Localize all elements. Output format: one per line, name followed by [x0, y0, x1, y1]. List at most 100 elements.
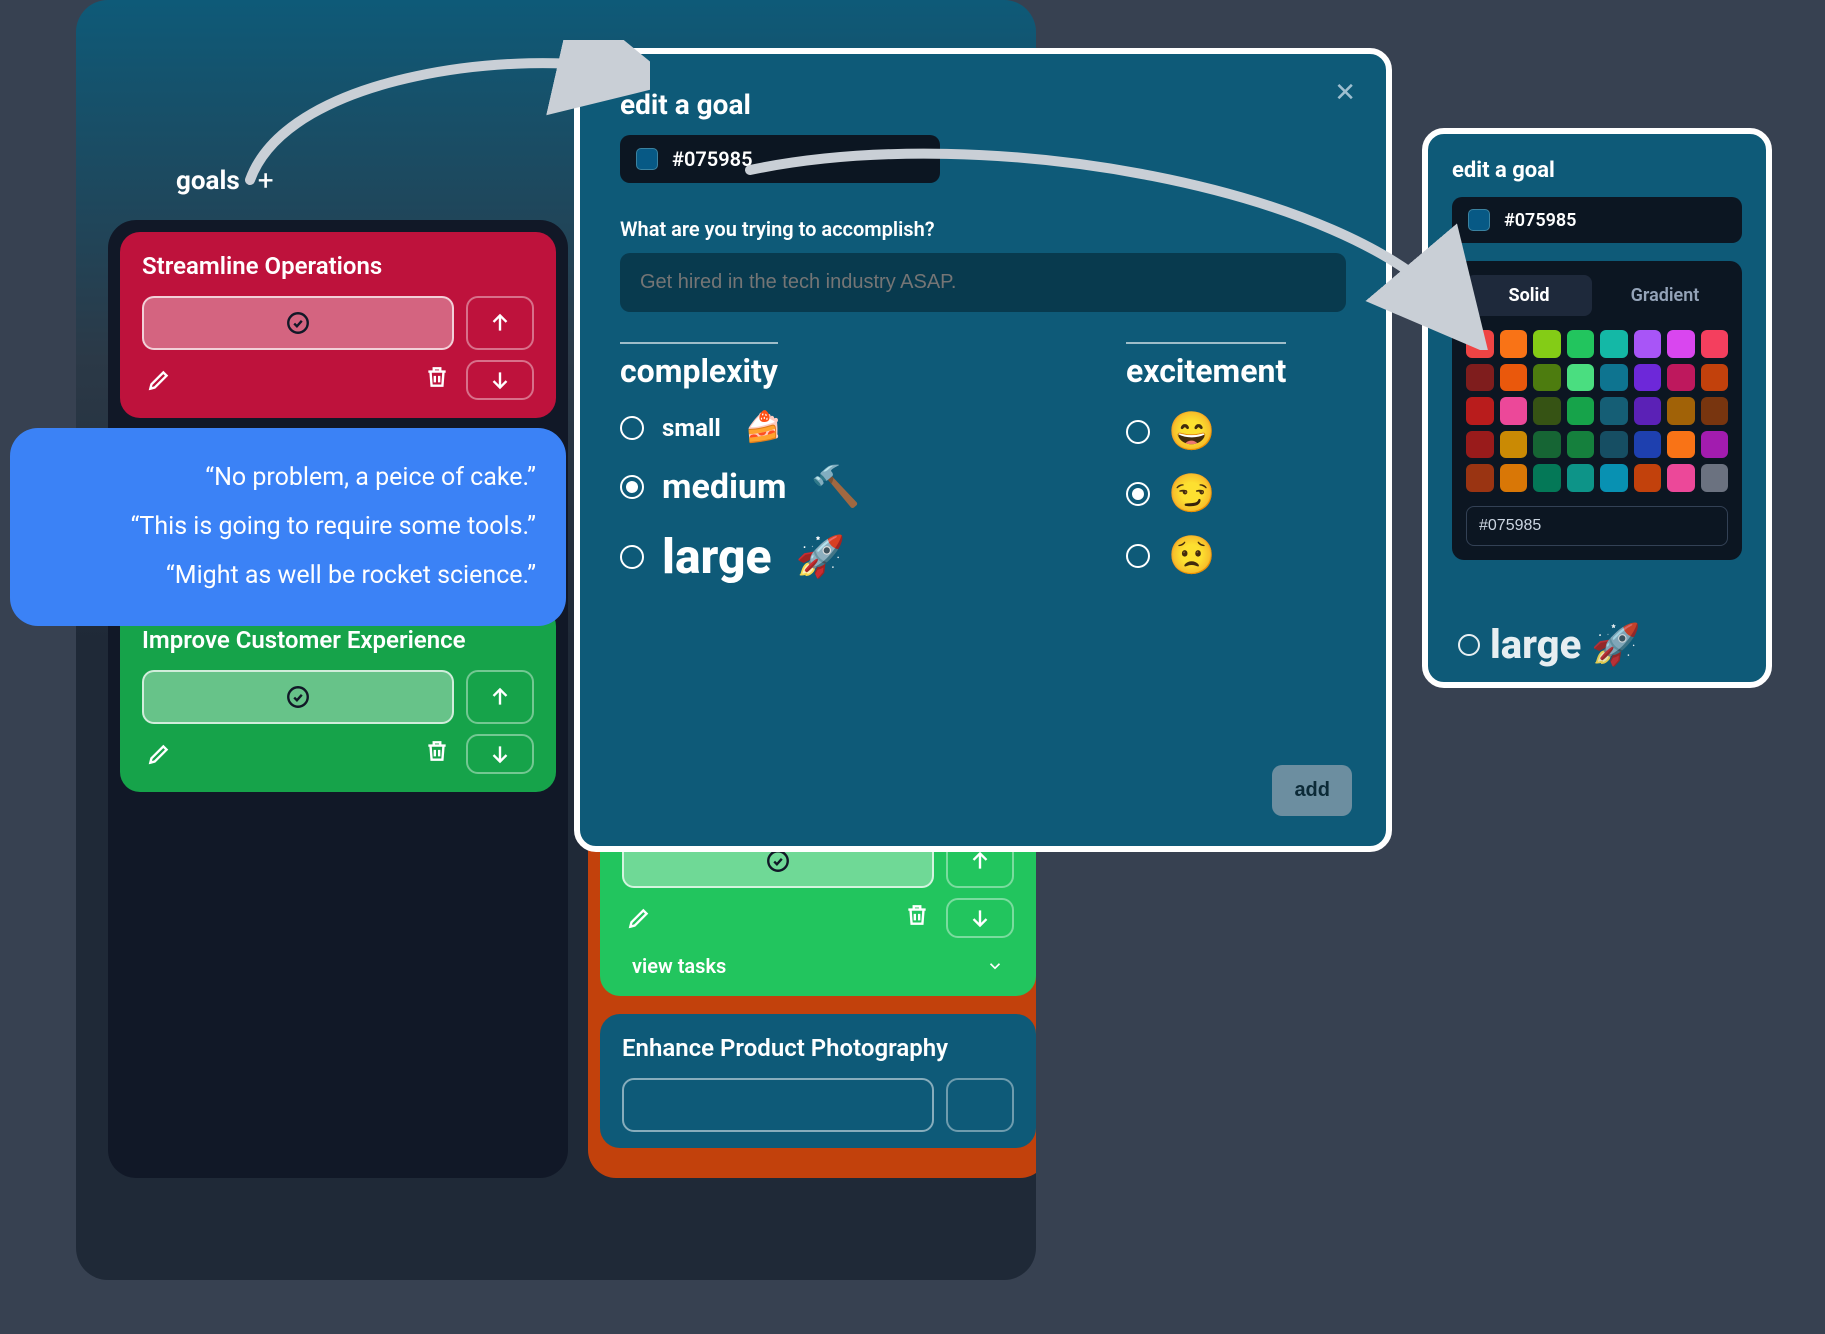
move-up-button[interactable] — [946, 1078, 1014, 1132]
excitement-option-medium[interactable]: 😏 — [1126, 472, 1346, 516]
color-swatch[interactable] — [1533, 464, 1561, 492]
prompt-label: What are you trying to accomplish? — [620, 217, 1346, 241]
color-swatch[interactable] — [1667, 330, 1695, 358]
color-swatch[interactable] — [1600, 330, 1628, 358]
picker-hex-value: #075985 — [1504, 210, 1576, 231]
move-down-button[interactable] — [466, 360, 534, 400]
color-swatch[interactable] — [1634, 330, 1662, 358]
picker-hex-field[interactable]: #075985 — [1452, 197, 1742, 243]
complexity-option-small[interactable]: small 🍰 — [620, 410, 1066, 445]
color-swatch[interactable] — [1500, 431, 1528, 459]
picker-title: edit a goal — [1452, 158, 1742, 183]
goal-title: Enhance Product Photography — [622, 1034, 1014, 1062]
delete-button[interactable] — [420, 360, 454, 394]
color-swatch[interactable] — [1600, 464, 1628, 492]
complexity-heading: complexity — [620, 342, 778, 390]
color-swatch[interactable] — [1634, 397, 1662, 425]
goal-card[interactable]: Streamline Operations — [120, 232, 556, 418]
color-swatch[interactable] — [1533, 397, 1561, 425]
close-icon[interactable]: ✕ — [1334, 78, 1356, 108]
chevron-down-icon — [986, 957, 1004, 975]
complete-button[interactable] — [142, 296, 454, 350]
color-swatch[interactable] — [1667, 397, 1695, 425]
color-swatch[interactable] — [1567, 364, 1595, 392]
color-swatch[interactable] — [1567, 431, 1595, 459]
color-swatch[interactable] — [1466, 397, 1494, 425]
complexity-tooltip: “No problem, a peice of cake.” “This is … — [10, 428, 566, 626]
happy-face-icon: 😄 — [1168, 410, 1215, 454]
move-up-button[interactable] — [466, 670, 534, 724]
smirk-face-icon: 😏 — [1168, 472, 1215, 516]
column-1: Streamline Operations — [108, 220, 568, 1178]
complete-button[interactable] — [142, 670, 454, 724]
goal-text-input[interactable] — [620, 253, 1346, 312]
complexity-option-large[interactable]: large 🚀 — [620, 528, 1066, 585]
color-swatch[interactable] — [1634, 431, 1662, 459]
color-swatch[interactable] — [1667, 464, 1695, 492]
color-swatch[interactable] — [1500, 464, 1528, 492]
color-swatch[interactable] — [1567, 464, 1595, 492]
color-swatch[interactable] — [1600, 431, 1628, 459]
color-swatch[interactable] — [1634, 364, 1662, 392]
edit-button[interactable] — [622, 901, 656, 935]
rocket-icon: 🚀 — [796, 533, 846, 580]
color-hex-field[interactable]: #075985 — [620, 135, 940, 183]
color-swatch[interactable] — [1500, 330, 1528, 358]
color-swatch[interactable] — [1567, 397, 1595, 425]
color-swatch[interactable] — [1667, 364, 1695, 392]
color-swatch[interactable] — [1667, 431, 1695, 459]
goal-card[interactable]: Improve Customer Experience — [120, 606, 556, 792]
trash-icon — [904, 902, 930, 928]
color-swatch[interactable] — [1500, 397, 1528, 425]
trash-icon — [424, 738, 450, 764]
color-swatch[interactable] — [1466, 431, 1494, 459]
move-up-button[interactable] — [466, 296, 534, 350]
view-tasks-toggle[interactable]: view tasks — [622, 938, 1014, 988]
color-hex-value: #075985 — [672, 147, 753, 171]
excitement-heading: excitement — [1126, 342, 1286, 390]
color-swatch[interactable] — [1567, 330, 1595, 358]
pencil-icon — [146, 367, 172, 393]
color-swatch[interactable] — [1500, 364, 1528, 392]
color-swatch[interactable] — [1634, 464, 1662, 492]
arrow-up-icon — [487, 684, 513, 710]
complexity-label: large — [662, 528, 772, 585]
complete-button[interactable] — [622, 1078, 934, 1132]
excitement-option-low[interactable]: 😟 — [1126, 534, 1346, 578]
complexity-option-medium[interactable]: medium 🔨 — [620, 463, 1066, 510]
check-circle-icon — [285, 310, 311, 336]
tab-solid[interactable]: Solid — [1466, 275, 1592, 316]
swatch-grid — [1466, 330, 1728, 492]
hex-input[interactable] — [1466, 506, 1728, 546]
color-swatch[interactable] — [1466, 330, 1494, 358]
delete-button[interactable] — [420, 734, 454, 768]
color-swatch[interactable] — [1600, 397, 1628, 425]
color-swatch[interactable] — [1533, 330, 1561, 358]
complexity-section: complexity small 🍰 medium 🔨 large 🚀 — [620, 342, 1066, 603]
color-swatch[interactable] — [1701, 431, 1729, 459]
excitement-option-high[interactable]: 😄 — [1126, 410, 1346, 454]
color-swatch[interactable] — [1701, 330, 1729, 358]
goal-title: Streamline Operations — [142, 252, 534, 280]
color-swatch[interactable] — [1466, 464, 1494, 492]
goal-card[interactable]: Enhance Product Photography — [600, 1014, 1036, 1148]
color-swatch[interactable] — [1466, 364, 1494, 392]
color-swatch[interactable] — [1701, 464, 1729, 492]
peek-large-row: large 🚀 — [1458, 621, 1641, 668]
delete-button[interactable] — [900, 898, 934, 932]
edit-button[interactable] — [142, 737, 176, 771]
tooltip-line: “No problem, a peice of cake.” — [40, 454, 536, 503]
move-down-button[interactable] — [946, 898, 1014, 938]
color-swatch[interactable] — [1533, 431, 1561, 459]
radio-icon — [1126, 544, 1150, 568]
color-swatch[interactable] — [1600, 364, 1628, 392]
radio-icon — [1458, 634, 1480, 656]
tab-gradient[interactable]: Gradient — [1602, 275, 1728, 316]
color-swatch[interactable] — [1701, 364, 1729, 392]
add-goal-icon[interactable]: + — [258, 164, 274, 197]
edit-button[interactable] — [142, 363, 176, 397]
color-swatch[interactable] — [1533, 364, 1561, 392]
add-button[interactable]: add — [1272, 765, 1352, 816]
move-down-button[interactable] — [466, 734, 534, 774]
color-swatch[interactable] — [1701, 397, 1729, 425]
